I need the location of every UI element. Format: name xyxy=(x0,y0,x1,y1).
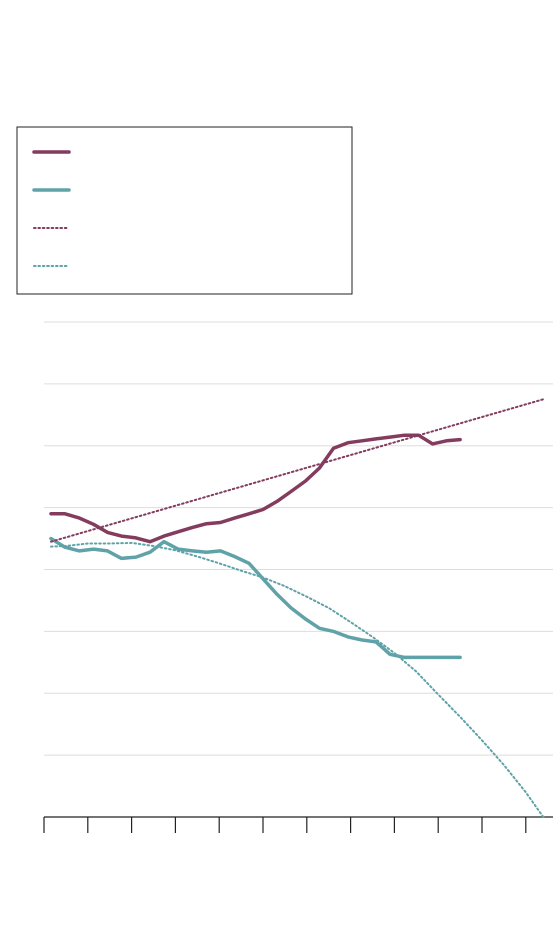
dotted-series-line-3 xyxy=(50,541,545,818)
gridlines xyxy=(44,321,553,756)
solid-series-line-0 xyxy=(49,433,462,544)
dotted-series-line-2 xyxy=(50,398,545,543)
x-axis xyxy=(43,816,553,833)
legend xyxy=(16,126,353,295)
series-lines xyxy=(49,398,545,818)
legend-box xyxy=(16,126,353,295)
solid-series-line-1 xyxy=(49,536,462,660)
